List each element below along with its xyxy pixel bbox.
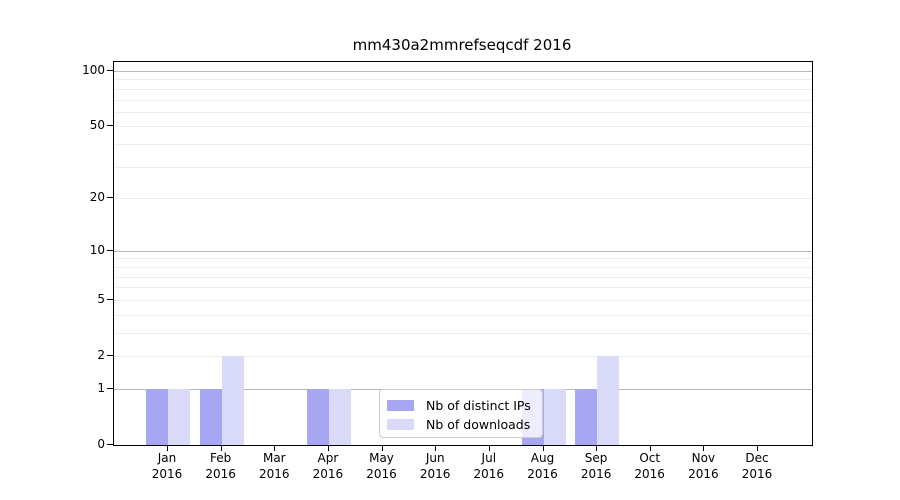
minor-gridline bbox=[114, 266, 812, 268]
y-tick-label: 5 bbox=[97, 291, 105, 306]
x-tick-mark bbox=[542, 445, 544, 451]
y-tick-label: 100 bbox=[82, 63, 105, 77]
y-tick-mark bbox=[107, 249, 113, 251]
bar-downloads-jan bbox=[168, 388, 190, 445]
minor-gridline bbox=[114, 99, 812, 101]
x-tick-mark bbox=[757, 445, 758, 451]
x-tick-mark bbox=[488, 445, 490, 451]
x-tick-label: Mar 2016 bbox=[259, 451, 290, 481]
chart-title: mm430a2mmrefseqcdf 2016 bbox=[352, 36, 572, 54]
y-tick-mark bbox=[107, 70, 113, 71]
bar-downloads-aug bbox=[543, 388, 566, 445]
x-tick-label: Dec 2016 bbox=[741, 451, 773, 481]
x-tick-label: Jul 2016 bbox=[473, 451, 505, 481]
x-tick-label: Nov 2016 bbox=[688, 451, 719, 481]
bar-downloads-sep bbox=[597, 356, 620, 445]
minor-gridline bbox=[114, 299, 812, 301]
minor-gridline bbox=[114, 79, 812, 81]
legend-label-distinct-ips: Nb of distinct IPs bbox=[426, 398, 531, 413]
minor-gridline bbox=[114, 111, 812, 113]
legend: Nb of distinct IPs Nb of downloads bbox=[379, 389, 543, 438]
minor-gridline bbox=[114, 198, 812, 200]
x-tick-label: Apr 2016 bbox=[312, 451, 344, 481]
x-tick-label: Jun 2016 bbox=[419, 451, 451, 481]
y-tick-mark bbox=[107, 125, 113, 127]
x-tick-label: Oct 2016 bbox=[634, 451, 665, 481]
legend-swatch-distinct-ips bbox=[387, 400, 414, 411]
bar-distinct-ips-sep bbox=[575, 388, 598, 445]
x-tick-label: Sep 2016 bbox=[580, 451, 612, 481]
bar-downloads-feb bbox=[221, 356, 244, 445]
major-gridline bbox=[114, 71, 812, 72]
bar-distinct-ips-apr bbox=[306, 388, 329, 445]
x-tick-mark bbox=[167, 445, 168, 451]
minor-gridline bbox=[114, 332, 812, 334]
x-tick-label: Jan 2016 bbox=[151, 451, 183, 481]
bar-downloads-apr bbox=[328, 388, 351, 445]
y-tick-label: 0 bbox=[97, 437, 105, 451]
x-tick-label: Aug 2016 bbox=[527, 451, 558, 481]
x-tick-label: Feb 2016 bbox=[205, 451, 236, 481]
plot-area: Nb of distinct IPs Nb of downloads bbox=[113, 61, 813, 446]
y-tick-mark bbox=[107, 387, 113, 389]
y-tick-label: 20 bbox=[89, 190, 105, 205]
y-tick-mark bbox=[107, 197, 113, 199]
legend-item-distinct-ips: Nb of distinct IPs bbox=[387, 396, 534, 415]
y-tick-label: 50 bbox=[89, 118, 105, 133]
x-tick-mark bbox=[435, 445, 437, 451]
y-tick-label: 10 bbox=[89, 242, 105, 257]
bar-distinct-ips-jan bbox=[146, 388, 168, 445]
minor-gridline bbox=[114, 276, 812, 278]
bar-distinct-ips-feb bbox=[199, 388, 222, 445]
minor-gridline bbox=[114, 126, 812, 128]
x-tick-mark bbox=[596, 445, 598, 451]
y-tick-mark bbox=[107, 444, 113, 445]
x-tick-mark bbox=[327, 445, 329, 451]
minor-gridline bbox=[114, 88, 812, 90]
x-tick-mark bbox=[274, 445, 276, 451]
minor-gridline bbox=[114, 166, 812, 168]
minor-gridline bbox=[114, 258, 812, 260]
minor-gridline bbox=[114, 356, 812, 357]
legend-item-downloads: Nb of downloads bbox=[387, 415, 534, 434]
legend-swatch-downloads bbox=[387, 419, 414, 430]
x-tick-mark bbox=[381, 445, 383, 451]
x-tick-mark bbox=[703, 445, 705, 451]
minor-gridline bbox=[114, 287, 812, 289]
x-tick-label: May 2016 bbox=[366, 451, 397, 481]
x-tick-mark bbox=[220, 445, 222, 451]
y-tick-label: 1 bbox=[97, 380, 105, 395]
legend-label-downloads: Nb of downloads bbox=[426, 417, 531, 432]
major-gridline bbox=[114, 250, 812, 252]
y-tick-label: 2 bbox=[97, 348, 105, 362]
y-tick-mark bbox=[107, 355, 113, 356]
x-tick-mark bbox=[649, 445, 651, 451]
minor-gridline bbox=[114, 144, 812, 146]
y-tick-mark bbox=[107, 298, 113, 300]
minor-gridline bbox=[114, 314, 812, 316]
